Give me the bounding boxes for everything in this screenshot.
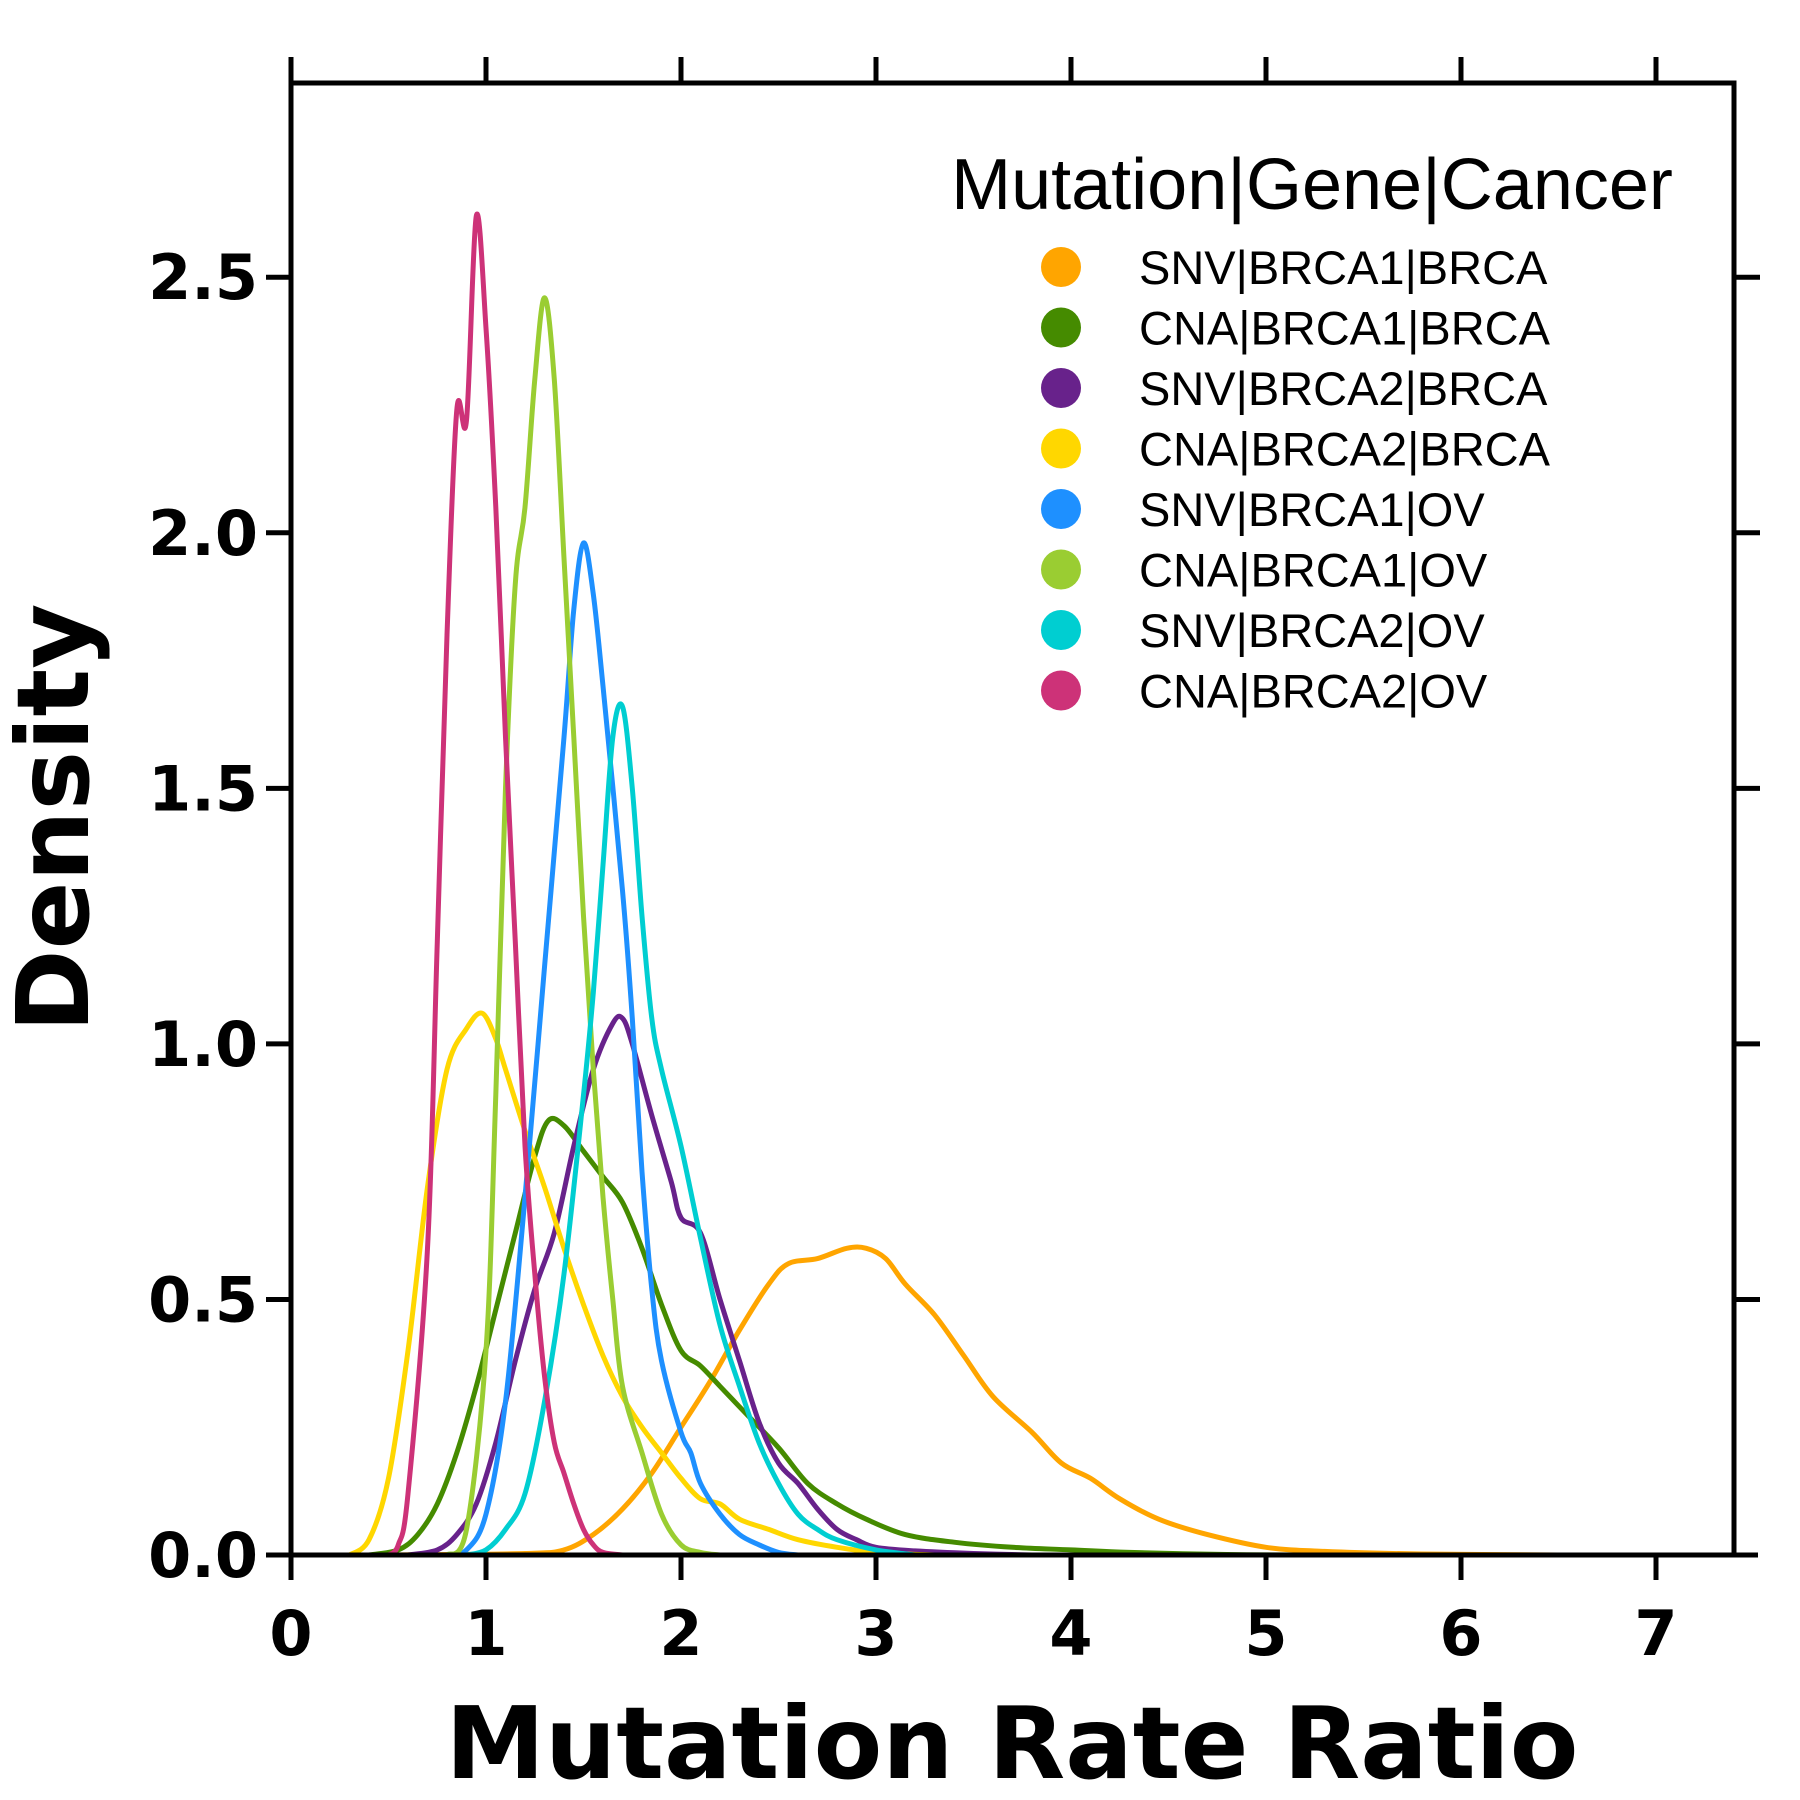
legend-swatch — [1041, 307, 1081, 348]
legend-swatch — [1041, 428, 1081, 469]
legend-label: SNV|BRCA1|OV — [1139, 483, 1485, 536]
legend-swatch — [1041, 670, 1081, 711]
legend-label: CNA|BRCA2|BRCA — [1139, 423, 1551, 476]
legend-label: CNA|BRCA2|OV — [1139, 665, 1488, 718]
legend-label: SNV|BRCA1|BRCA — [1139, 241, 1548, 294]
legend-swatch — [1041, 489, 1081, 529]
x-tick-label: 7 — [1634, 1597, 1677, 1670]
legend-title: Mutation|Gene|Cancer — [951, 145, 1673, 225]
legend-swatch — [1041, 610, 1081, 650]
x-tick-label: 5 — [1244, 1597, 1287, 1670]
x-tick-label: 3 — [854, 1597, 897, 1670]
y-tick-label: 2.5 — [148, 241, 258, 314]
series-line-cna-brca2-brca — [347, 1010, 937, 1558]
y-tick-label: 0.5 — [148, 1263, 258, 1336]
legend-swatch — [1041, 368, 1081, 408]
series-line-cna-brca1-brca — [366, 1115, 1308, 1558]
legend: Mutation|Gene|Cancer SNV|BRCA1|BRCA CNA|B… — [951, 145, 1673, 718]
legend-label: SNV|BRCA2|OV — [1139, 604, 1485, 657]
x-tick-label: 4 — [1049, 1597, 1092, 1670]
x-tick-label: 0 — [269, 1597, 312, 1670]
legend-swatch — [1041, 247, 1081, 287]
x-axis-title: Mutation Rate Ratio — [446, 1685, 1579, 1800]
x-tick-label: 2 — [659, 1597, 702, 1670]
x-tick-label: 6 — [1439, 1597, 1482, 1670]
series-line-snv-brca1-ov — [444, 540, 801, 1558]
legend-label: CNA|BRCA1|OV — [1139, 544, 1488, 597]
y-tick-label: 1.0 — [148, 1008, 258, 1081]
legend-label: SNV|BRCA2|BRCA — [1139, 362, 1548, 415]
legend-swatch — [1041, 549, 1081, 590]
y-axis-title: Density — [0, 604, 112, 1033]
legend-label: CNA|BRCA1|BRCA — [1139, 302, 1551, 355]
series-line-snv-brca2-ov — [464, 701, 918, 1558]
series-line-cna-brca2-ov — [386, 211, 625, 1558]
series-line-snv-brca1-brca — [386, 1244, 1561, 1558]
x-tick-label: 1 — [464, 1597, 507, 1670]
y-tick-label: 2.0 — [148, 497, 258, 570]
series-line-cna-brca1-ov — [444, 295, 723, 1558]
y-tick-label: 0.0 — [148, 1519, 258, 1592]
curves-layer — [347, 211, 1561, 1558]
axes-layer: 0 1 2 3 4 5 6 7 0.0 0.5 1.0 1.5 2.0 2.5 — [148, 57, 1760, 1670]
y-tick-label: 1.5 — [148, 752, 258, 825]
